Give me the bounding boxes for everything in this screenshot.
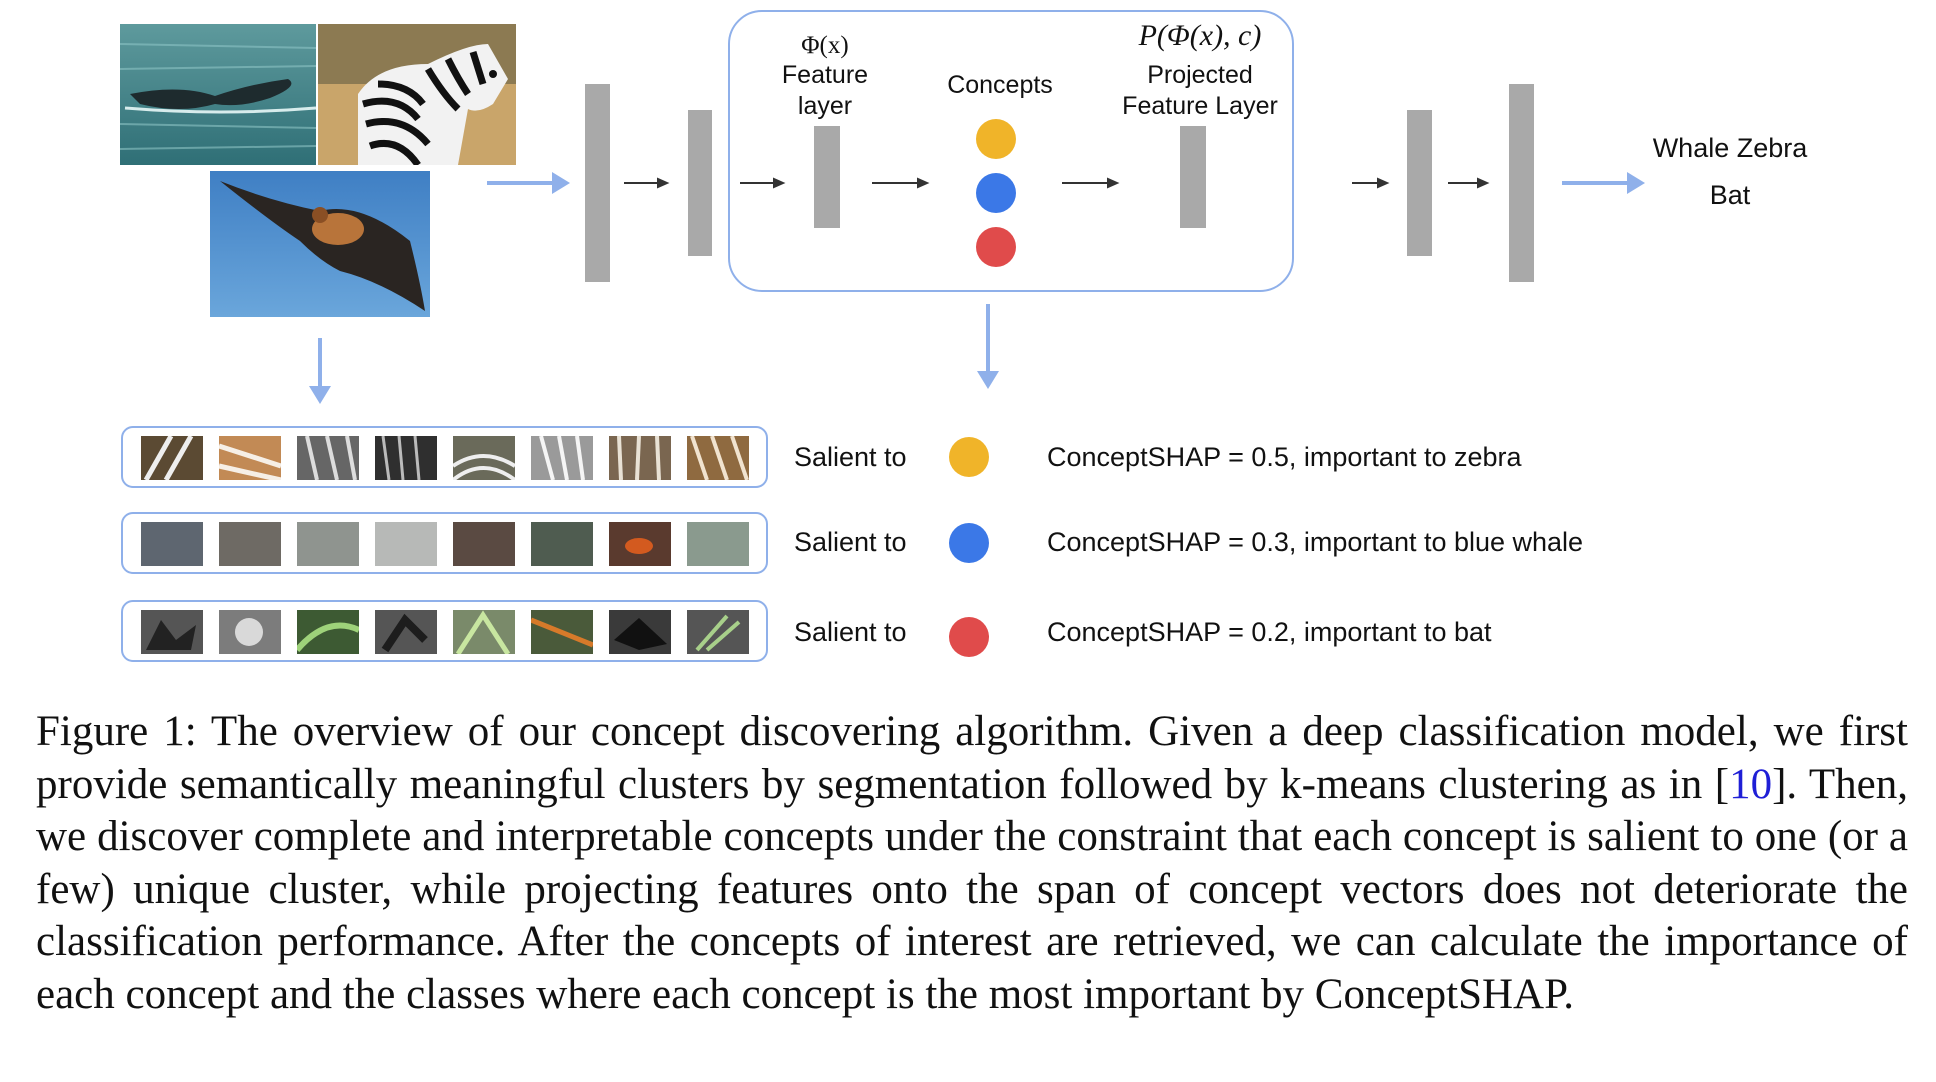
patch-thumbnail [609,436,671,480]
patch-thumbnail [375,610,437,654]
concept-dot-blue [976,173,1016,213]
patch-thumbnail [375,436,437,480]
row-2-concept-dot [949,523,989,563]
projected-layer-label-line1: Projected [1147,61,1253,89]
patch-thumbnail [297,436,359,480]
row-2-salient-label: Salient to [794,527,907,557]
concept-dot-yellow [976,119,1016,159]
citation-link[interactable]: 10 [1729,760,1773,808]
patch-thumbnail [531,436,593,480]
cluster-strip-zebra [121,426,768,488]
concepts-label: Concepts [947,71,1053,99]
patch-thumbnail [687,522,749,566]
patch-thumbnail [375,522,437,566]
feature-layer-bar [814,126,840,228]
patch-thumbnail [297,610,359,654]
patch-thumbnail [531,522,593,566]
patch-thumbnail [141,610,203,654]
row-3-conceptshap-result: ConceptSHAP = 0.2, important to bat [1047,617,1492,647]
patch-thumbnail [219,522,281,566]
zebra-photo [318,24,516,165]
network-layer-4 [1509,84,1534,282]
cluster-strip-bat [121,600,768,662]
patch-thumbnail [453,610,515,654]
projection-math-label: P(Φ(x), c) [1138,19,1262,52]
row-3-concept-dot [949,617,989,657]
cluster-strip-whale [121,512,768,574]
concept-projection-box [728,10,1294,292]
network-layer-1 [585,84,610,282]
row-1-concept-dot [949,437,989,477]
patch-thumbnail [453,522,515,566]
feature-layer-label-line2: layer [797,92,853,120]
network-layer-3 [1407,110,1432,256]
patch-thumbnail [219,610,281,654]
patch-thumbnail [141,436,203,480]
feature-layer-label-line1: Feature [781,61,869,89]
patch-thumbnail [141,522,203,566]
row-1-salient-label: Salient to [794,442,907,472]
caption-text-suffix: ]. Then, we discover complete and interp… [36,760,1908,1018]
projected-layer-bar [1180,126,1206,228]
patch-thumbnail [609,610,671,654]
network-layer-2 [688,110,712,256]
row-1-conceptshap-result: ConceptSHAP = 0.5, important to zebra [1047,442,1522,472]
patch-thumbnail [687,436,749,480]
patch-thumbnail [609,522,671,566]
phi-math-label: Φ(x) [801,32,849,59]
output-classes-line2: Bat [1709,180,1751,210]
patch-thumbnail [453,436,515,480]
patch-thumbnail [687,610,749,654]
projected-layer-label-line2: Feature Layer [1122,92,1278,120]
bat-photo [210,171,430,317]
row-2-conceptshap-result: ConceptSHAP = 0.3, important to blue wha… [1047,527,1584,557]
patch-thumbnail [219,436,281,480]
figure-caption: Figure 1: The overview of our concept di… [36,706,1908,1022]
whale-tail-photo [120,24,316,165]
concept-dot-red [976,227,1016,267]
row-3-salient-label: Salient to [794,617,907,647]
output-classes-line1: Whale Zebra [1652,133,1808,163]
patch-thumbnail [531,610,593,654]
patch-thumbnail [297,522,359,566]
caption-text-prefix: Figure 1: The overview of our concept di… [36,708,1908,808]
